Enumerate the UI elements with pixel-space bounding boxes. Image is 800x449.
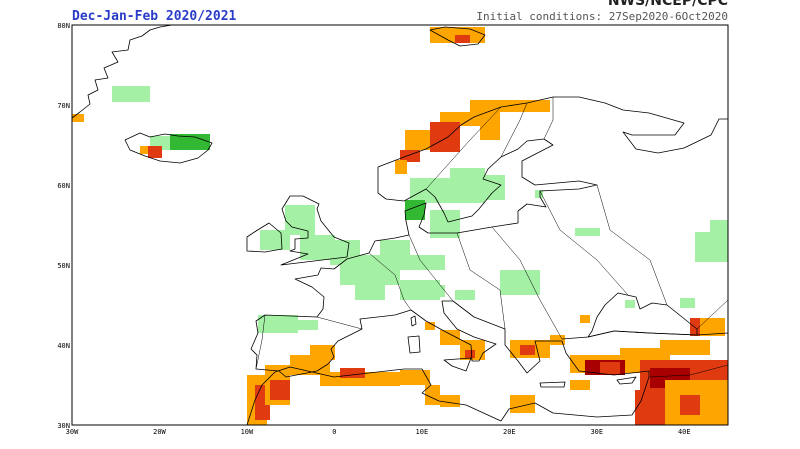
anomaly-cell <box>430 210 460 238</box>
anomaly-cell <box>298 320 318 330</box>
anomaly-cell <box>680 298 695 308</box>
lon-label: 20E <box>503 428 516 436</box>
anomaly-cell <box>285 205 315 235</box>
anomaly-cell <box>440 330 460 345</box>
greenland <box>71 24 173 119</box>
anomaly-cell <box>300 235 335 260</box>
lat-label: 40N <box>57 342 70 350</box>
anomaly-cell <box>625 300 635 308</box>
anomaly-cell <box>500 270 540 295</box>
crete <box>539 381 566 388</box>
lon-label: 30E <box>590 428 603 436</box>
iceland <box>124 132 213 164</box>
lat-label: 60N <box>57 182 70 190</box>
anomaly-cell <box>148 146 162 158</box>
anomaly-cell <box>535 190 543 198</box>
anomaly-cell <box>455 290 475 300</box>
anomaly-cell <box>520 345 535 355</box>
lat-label: 30N <box>57 422 70 430</box>
anomaly-cell <box>635 390 665 425</box>
anomaly-cell <box>485 175 505 200</box>
lat-label: 50N <box>57 262 70 270</box>
anomaly-cell <box>455 35 470 43</box>
anomaly-cell <box>405 130 430 150</box>
lon-label: 0 <box>332 428 336 436</box>
anomaly-cell <box>620 348 670 360</box>
anomaly-cell <box>695 232 728 262</box>
lon-label: 10W <box>241 428 254 436</box>
sicily <box>443 357 472 372</box>
corsica <box>410 315 417 327</box>
lon-label: 10E <box>416 428 429 436</box>
black-sea <box>587 292 698 338</box>
anomaly-cell <box>310 345 335 360</box>
anomaly-cell <box>395 160 407 174</box>
anomaly-cell <box>660 340 710 355</box>
anomaly-cell <box>680 395 700 415</box>
anomaly-cell <box>258 315 298 333</box>
anomaly-cell <box>170 134 210 150</box>
cyprus <box>616 376 637 385</box>
anomaly-cell <box>340 368 365 378</box>
anomaly-cell <box>700 318 725 336</box>
anomaly-cell <box>410 178 450 203</box>
map-frame <box>71 24 729 426</box>
agency: NWS/NCEP/CPC <box>608 0 728 9</box>
anomaly-cell <box>355 285 385 300</box>
anomaly-cell <box>425 322 435 330</box>
subtitle: Initial conditions: 27Sep2020-6Oct2020 <box>476 10 728 23</box>
great-britain <box>280 195 350 266</box>
sardinia <box>407 335 421 354</box>
europe-coast <box>246 96 728 426</box>
lon-label: 40E <box>678 428 691 436</box>
anomaly-cell <box>440 395 460 407</box>
anomaly-cell <box>480 110 500 140</box>
anomaly-cell <box>430 122 460 152</box>
title: Dec-Jan-Feb 2020/2021 <box>72 9 237 24</box>
borders <box>255 97 729 378</box>
anomaly-cell <box>450 168 485 203</box>
anomaly-cell <box>260 230 290 250</box>
anomaly-cell <box>425 285 445 297</box>
anomaly-cell <box>465 350 475 358</box>
lat-label: 70N <box>57 102 70 110</box>
anomaly-cell <box>400 370 430 385</box>
border <box>255 97 729 378</box>
anomaly-cell <box>380 240 410 260</box>
anomaly-cell <box>580 315 590 323</box>
svalbard <box>429 26 486 47</box>
anomaly-cell <box>600 362 620 374</box>
anomaly-cell <box>710 220 728 232</box>
coastlines <box>71 24 729 426</box>
lat-label: 80N <box>57 22 70 30</box>
lon-label: 20W <box>153 428 166 436</box>
anomaly-cell <box>72 114 84 122</box>
anomaly-cell <box>575 228 600 236</box>
anomaly-cell <box>400 255 445 270</box>
lon-label: 30W <box>66 428 79 436</box>
anomaly-cell <box>570 380 590 390</box>
anomaly-cell <box>112 86 150 102</box>
anomaly-cell <box>140 146 148 154</box>
anomaly-cell <box>510 395 535 413</box>
anomaly-cell <box>550 335 565 345</box>
anomaly-cell <box>270 380 290 400</box>
ireland <box>246 222 283 253</box>
